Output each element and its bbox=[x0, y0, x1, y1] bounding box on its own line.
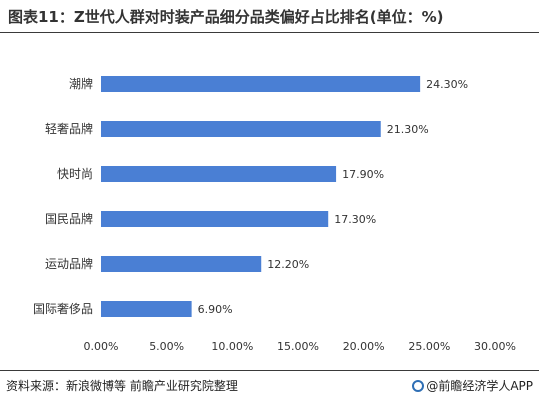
category-label-1: 潮牌 bbox=[69, 76, 93, 91]
brand-logo-icon bbox=[412, 380, 425, 392]
data-label-6: 6.90% bbox=[198, 303, 233, 316]
x-tick-3: 10.00% bbox=[211, 340, 253, 353]
source-note: 资料来源：新浪微博等 前瞻产业研究院整理 bbox=[6, 379, 238, 393]
bottom-divider bbox=[0, 370, 539, 371]
data-label-2: 21.30% bbox=[387, 123, 429, 136]
bar-1 bbox=[101, 76, 421, 92]
data-label-3: 17.90% bbox=[342, 168, 384, 181]
x-tick-7: 30.00% bbox=[474, 340, 516, 353]
top-divider bbox=[0, 32, 539, 33]
bar-3 bbox=[101, 166, 337, 182]
bar-6 bbox=[101, 301, 192, 317]
data-label-5: 12.20% bbox=[267, 258, 309, 271]
bars-layer bbox=[101, 76, 421, 317]
category-label-4: 国民品牌 bbox=[45, 212, 93, 226]
x-tick-2: 5.00% bbox=[149, 340, 184, 353]
x-tick-1: 0.00% bbox=[84, 340, 119, 353]
category-label-2: 轻奢品牌 bbox=[45, 122, 93, 136]
data-label-4: 17.30% bbox=[334, 213, 376, 226]
bar-4 bbox=[101, 211, 329, 227]
chart-title: 图表11：Z世代人群对时装产品细分品类偏好占比排名(单位：%) bbox=[8, 8, 444, 26]
bar-5 bbox=[101, 256, 262, 272]
category-label-3: 快时尚 bbox=[57, 167, 93, 181]
bar-2 bbox=[101, 121, 381, 137]
x-axis-ticks: 0.00% 5.00% 10.00% 15.00% 20.00% 25.00% 30.00% bbox=[84, 340, 516, 353]
brand-text: @前瞻经济学人APP bbox=[426, 379, 533, 393]
data-labels: 24.30% 21.30% 17.90% 17.30% 12.20% 6.90% bbox=[198, 78, 468, 316]
category-label-6: 国际奢侈品 bbox=[33, 302, 93, 316]
x-tick-5: 20.00% bbox=[343, 340, 385, 353]
brand-credit: @前瞻经济学人APP bbox=[412, 377, 533, 394]
data-label-1: 24.30% bbox=[426, 78, 468, 91]
x-tick-4: 15.00% bbox=[277, 340, 319, 353]
category-label-5: 运动品牌 bbox=[45, 257, 93, 271]
x-tick-6: 25.00% bbox=[408, 340, 450, 353]
